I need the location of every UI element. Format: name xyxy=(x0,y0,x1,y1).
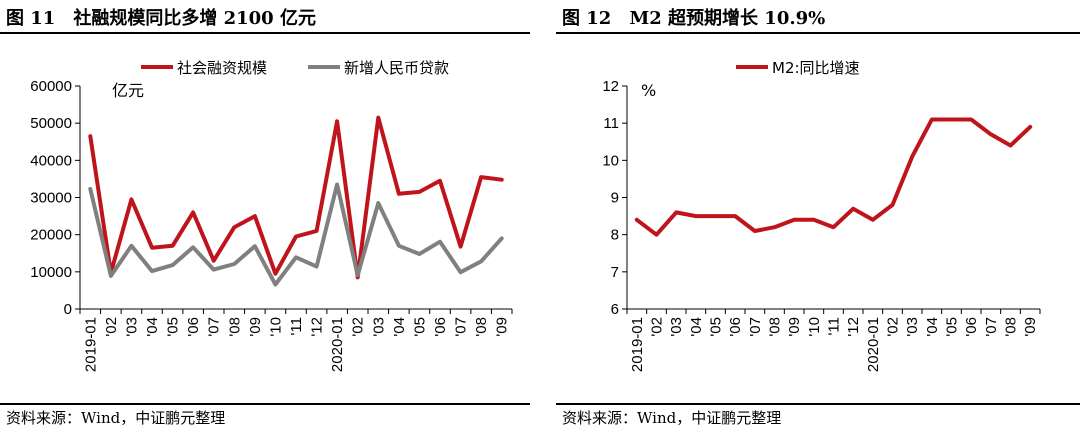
x-tick-label: 2019-01 xyxy=(82,317,99,372)
x-tick-label: '09 xyxy=(494,317,511,337)
y-tick-label: 60000 xyxy=(30,78,72,95)
y-tick-label: 10 xyxy=(602,152,619,169)
source-note: 资料来源：Wind，中证鹏元整理 xyxy=(6,409,226,427)
x-tick-label: '04 xyxy=(688,317,705,337)
x-tick-label: '09 xyxy=(1022,317,1039,337)
y-tick-label: 9 xyxy=(611,190,619,207)
x-tick-label: '07 xyxy=(983,317,1000,337)
x-tick-label: '02 xyxy=(649,317,666,337)
x-tick-label: '08 xyxy=(767,317,784,337)
social-financing-chart: 01000020000300004000050000600002019-01'0… xyxy=(30,59,513,372)
bottom-rule xyxy=(556,403,1080,405)
top-rule xyxy=(0,32,530,34)
x-tick-label: '11 xyxy=(826,317,843,335)
figure-title-text: 社融规模同比多增 2100 亿元 xyxy=(73,8,316,29)
x-tick-label: '05 xyxy=(708,317,725,337)
y-tick-label: 40000 xyxy=(30,152,72,169)
series-line-2 xyxy=(88,182,504,287)
unit-label: 亿元 xyxy=(112,81,144,100)
x-tick-label: '09 xyxy=(247,317,264,337)
x-tick-label: '05 xyxy=(411,317,428,337)
x-tick-label: '07 xyxy=(747,317,764,337)
legend-label: 社会融资规模 xyxy=(177,59,267,77)
y-tick-label: 10000 xyxy=(30,264,72,281)
x-tick-label: '05 xyxy=(944,317,961,337)
y-tick-label: 7 xyxy=(611,264,619,281)
x-tick-label: '10 xyxy=(806,317,823,337)
x-tick-label: '02 xyxy=(885,317,902,337)
x-tick-label: '02 xyxy=(103,317,120,337)
series-line-1 xyxy=(634,117,1033,237)
legend-label: 新增人民币贷款 xyxy=(344,59,449,77)
x-tick-label: '05 xyxy=(165,317,182,337)
figure-title: 图 12 M2 超预期增长 10.9% xyxy=(562,4,825,30)
x-tick-label: '04 xyxy=(924,317,941,337)
figure-title-text: M2 超预期增长 10.9% xyxy=(629,8,826,29)
x-tick-label: '04 xyxy=(391,317,408,337)
figure-number: 图 11 xyxy=(6,8,56,29)
figure-11: 图 11 社融规模同比多增 2100 亿元 0 10000 20000 30000 400… xyxy=(0,0,530,438)
x-tick-label: '03 xyxy=(123,317,140,337)
x-tick-label: '03 xyxy=(904,317,921,337)
x-tick-label: 2019-01 xyxy=(629,317,646,372)
legend-label: M2:同比增速 xyxy=(772,59,860,77)
x-tick-label: '12 xyxy=(845,317,862,337)
x-tick-label: '09 xyxy=(786,317,803,337)
figure-title: 图 11 社融规模同比多增 2100 亿元 xyxy=(6,4,316,30)
x-tick-label: '08 xyxy=(473,317,490,337)
source-note: 资料来源：Wind，中证鹏元整理 xyxy=(562,409,782,427)
x-tick-label: '12 xyxy=(309,317,326,337)
y-tick-label: 50000 xyxy=(30,115,72,132)
series-line-1 xyxy=(88,115,504,280)
y-tick-label: 12 xyxy=(602,78,619,95)
x-tick-label: '08 xyxy=(226,317,243,337)
x-tick-label: '04 xyxy=(144,317,161,337)
x-tick-label: '03 xyxy=(370,317,387,337)
x-tick-label: 2020-01 xyxy=(329,317,346,372)
unit-label: % xyxy=(641,81,656,100)
x-tick-label: 2020-01 xyxy=(865,317,882,372)
x-tick-label: '08 xyxy=(1003,317,1020,337)
figure-12: 图 12 M2 超预期增长 10.9% 6 7 8 9 10 11 12 2019-01'02 '… xyxy=(556,0,1080,438)
y-tick-label: 6 xyxy=(611,301,619,318)
x-tick-label: '10 xyxy=(267,317,284,337)
y-tick-label: 8 xyxy=(611,227,619,244)
m2-growth-chart: 67891011122019-01'02'03'04'05'06'07'08'0… xyxy=(602,59,1041,372)
figure-number: 图 12 xyxy=(562,8,612,29)
x-tick-label: '02 xyxy=(350,317,367,337)
x-tick-label: '06 xyxy=(727,317,744,337)
x-tick-label: '06 xyxy=(432,317,449,337)
x-tick-label: '07 xyxy=(453,317,470,337)
x-tick-label: '03 xyxy=(668,317,685,337)
x-tick-label: '07 xyxy=(206,317,223,337)
y-tick-label: 0 xyxy=(64,301,72,318)
x-tick-label: '11 xyxy=(288,317,305,335)
y-tick-label: 11 xyxy=(603,115,619,132)
x-tick-label: '06 xyxy=(185,317,202,337)
y-tick-label: 30000 xyxy=(30,190,72,207)
x-tick-label: '06 xyxy=(963,317,980,337)
top-rule xyxy=(556,32,1080,34)
bottom-rule xyxy=(0,403,530,405)
y-tick-label: 20000 xyxy=(30,227,72,244)
